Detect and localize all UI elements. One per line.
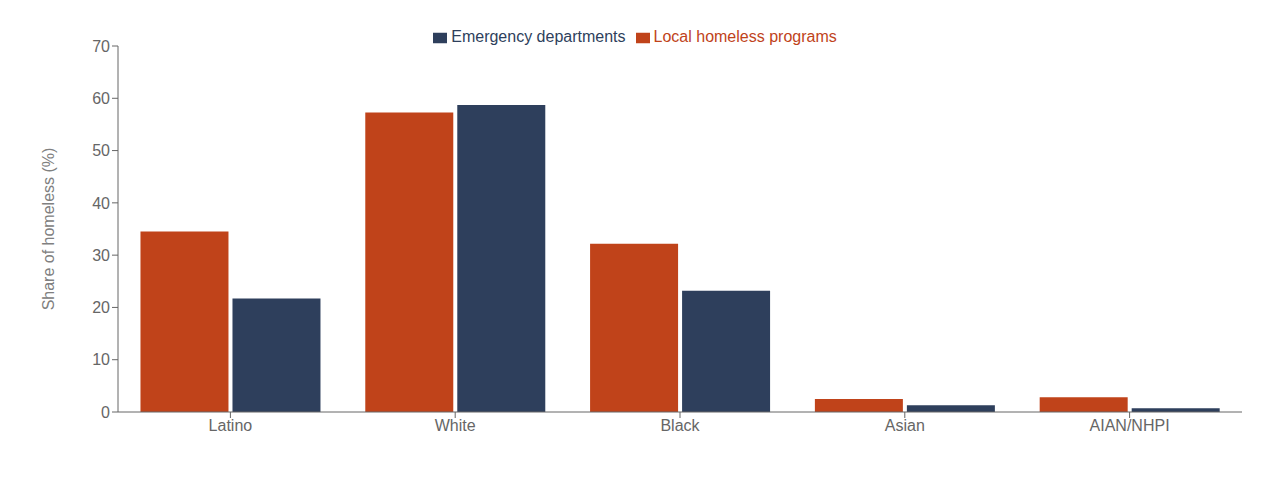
svg-text:Share of homeless (%): Share of homeless (%) xyxy=(40,148,57,311)
svg-text:60: 60 xyxy=(92,90,110,107)
html-text:Emergency departments: Emergency departments xyxy=(451,28,626,45)
svg-text:20: 20 xyxy=(92,299,110,316)
svg-text:40: 40 xyxy=(92,195,110,212)
svg-text:10: 10 xyxy=(92,351,110,368)
svg-text:50: 50 xyxy=(92,142,110,159)
svg-text:AIAN/NHPI: AIAN/NHPI xyxy=(1090,417,1170,434)
svg-text:Asian: Asian xyxy=(885,417,925,434)
svg-text:30: 30 xyxy=(92,247,110,264)
svg-text:Black: Black xyxy=(660,417,700,434)
svg-text:0: 0 xyxy=(101,404,110,421)
svg-text:70: 70 xyxy=(92,38,110,55)
svg-text:White: White xyxy=(435,417,476,434)
svg-text:Latino: Latino xyxy=(209,417,253,434)
html-text:Local homeless programs: Local homeless programs xyxy=(653,28,837,45)
